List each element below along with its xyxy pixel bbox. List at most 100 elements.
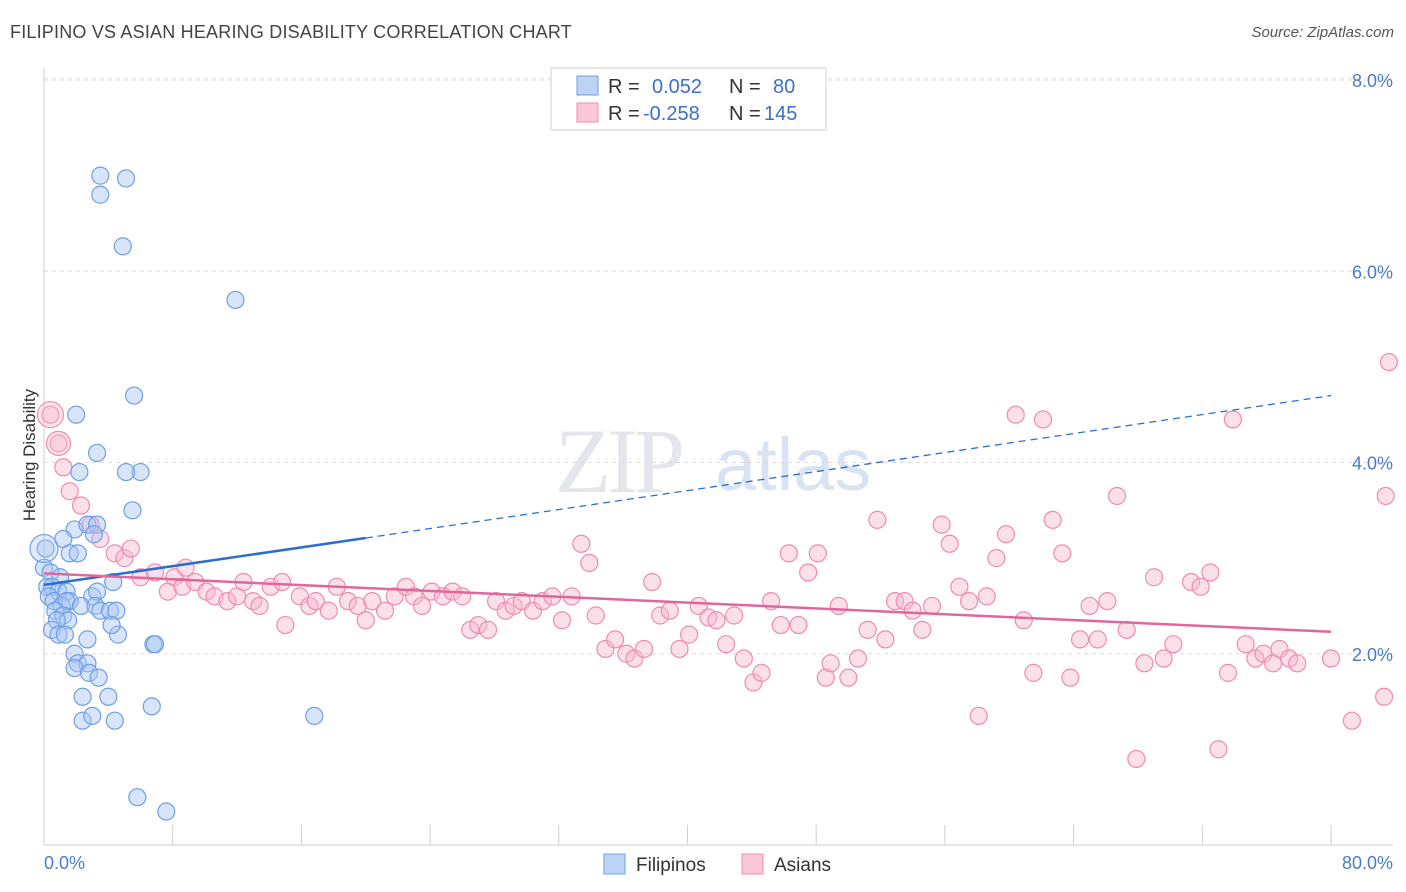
filipino-point [55, 625, 75, 644]
filipino-point [108, 625, 128, 644]
asian-point [1321, 649, 1341, 668]
asian-point [1053, 544, 1072, 563]
asian-point [1379, 352, 1399, 372]
filipino-point [49, 625, 68, 644]
asian-point [319, 601, 338, 620]
filipino-point [78, 515, 97, 534]
y-tick-label: 4.0% [1352, 454, 1393, 474]
filipinos-trend-solid [43, 536, 366, 587]
asian-point [903, 601, 922, 620]
asian-point [572, 534, 591, 553]
trend-lines [43, 394, 1332, 634]
asian-point [816, 668, 835, 687]
asian-point [932, 515, 951, 534]
x-ticks [43, 825, 1332, 845]
asian-point [1014, 611, 1033, 630]
filipino-point [99, 687, 118, 706]
filipino-point [128, 788, 147, 807]
asian-point [1043, 510, 1062, 529]
asian-point [469, 615, 488, 635]
asian-point [1218, 663, 1238, 682]
asian-point [1376, 486, 1395, 506]
asian-point [121, 539, 140, 558]
asian-point [1144, 568, 1164, 587]
asian-point [1080, 596, 1099, 616]
asian-point [1181, 572, 1201, 592]
asian-point [596, 639, 615, 659]
asian-point [660, 601, 679, 620]
filipino-point [116, 462, 136, 482]
x-tick-label-max: 80.0% [1342, 853, 1393, 873]
filipino-point [124, 386, 144, 405]
stats-legend: R = 0.052 N = 80 R = -0.258 N = 145 [550, 67, 827, 131]
asian-point [799, 563, 818, 582]
legend-filipinos-label: Filipinos [636, 855, 706, 876]
asians-r-value: -0.258 [643, 103, 700, 125]
asian-point-large [45, 430, 72, 456]
asian-point [1107, 486, 1127, 506]
legend-filipinos-swatch [603, 853, 626, 875]
filipino-point [87, 582, 107, 601]
y-axis-label: Hearing Disability [20, 388, 39, 521]
filipino-point [105, 711, 124, 730]
asian-point [218, 592, 237, 611]
asian-point [41, 405, 60, 424]
asian-point [486, 592, 506, 611]
filipino-point [83, 706, 102, 726]
filipino-point [73, 687, 92, 706]
asian-point [771, 615, 790, 635]
filipinos-r-label: R = [608, 76, 640, 98]
asian-point [625, 649, 644, 668]
filipinos-n-value: 80 [773, 76, 795, 98]
asian-point [839, 668, 858, 687]
asian-point [453, 587, 472, 606]
asian-point [808, 544, 827, 563]
asian-point [1154, 649, 1173, 668]
filipino-point [131, 462, 150, 482]
filipino-point [65, 658, 84, 678]
asian-point [913, 620, 932, 639]
asian-point [71, 496, 91, 515]
asian-point [651, 606, 670, 625]
filipino-point [113, 237, 132, 256]
filipino-point [145, 635, 165, 654]
filipino-point [89, 668, 108, 687]
asian-point [1061, 668, 1080, 687]
asian-point [734, 649, 753, 668]
filipino-point [36, 539, 55, 558]
filipinos-trend-dashed [365, 394, 1332, 539]
asian-point [1191, 577, 1210, 596]
filipino-point [78, 630, 97, 649]
asian-point-large [36, 401, 65, 429]
filipino-point [123, 501, 142, 520]
filipino-point [71, 596, 91, 616]
y-tick-labels: 2.0% 4.0% 6.0% 8.0% [1352, 71, 1393, 665]
filipino-point [100, 601, 120, 620]
filipino-point [142, 697, 161, 716]
chart-title: FILIPINO VS ASIAN HEARING DISABILITY COR… [10, 22, 572, 42]
asian-point [1270, 639, 1289, 659]
watermark-atlas: atlas [715, 423, 871, 506]
asian-point [858, 620, 877, 639]
asian-point [987, 549, 1006, 568]
asian-point [922, 596, 942, 616]
asian-point [1223, 410, 1242, 429]
filipino-point [47, 611, 66, 630]
asians-trend-line [43, 572, 1332, 634]
asians-r-label: R = [608, 103, 640, 125]
asian-point [1127, 749, 1146, 769]
filipino-point [91, 185, 110, 204]
asian-point [348, 596, 367, 616]
asian-point [789, 615, 808, 635]
asian-point [1209, 740, 1228, 759]
filipino-point [305, 706, 324, 726]
source-credit: Source: ZipAtlas.com [1251, 24, 1394, 41]
asian-point [412, 596, 432, 616]
y-tick-label: 8.0% [1352, 71, 1393, 91]
y-tick-label: 2.0% [1352, 645, 1393, 665]
filipino-point [84, 525, 103, 544]
filipino-point-large [29, 533, 59, 564]
asian-point [829, 596, 848, 616]
asian-point [580, 553, 599, 573]
